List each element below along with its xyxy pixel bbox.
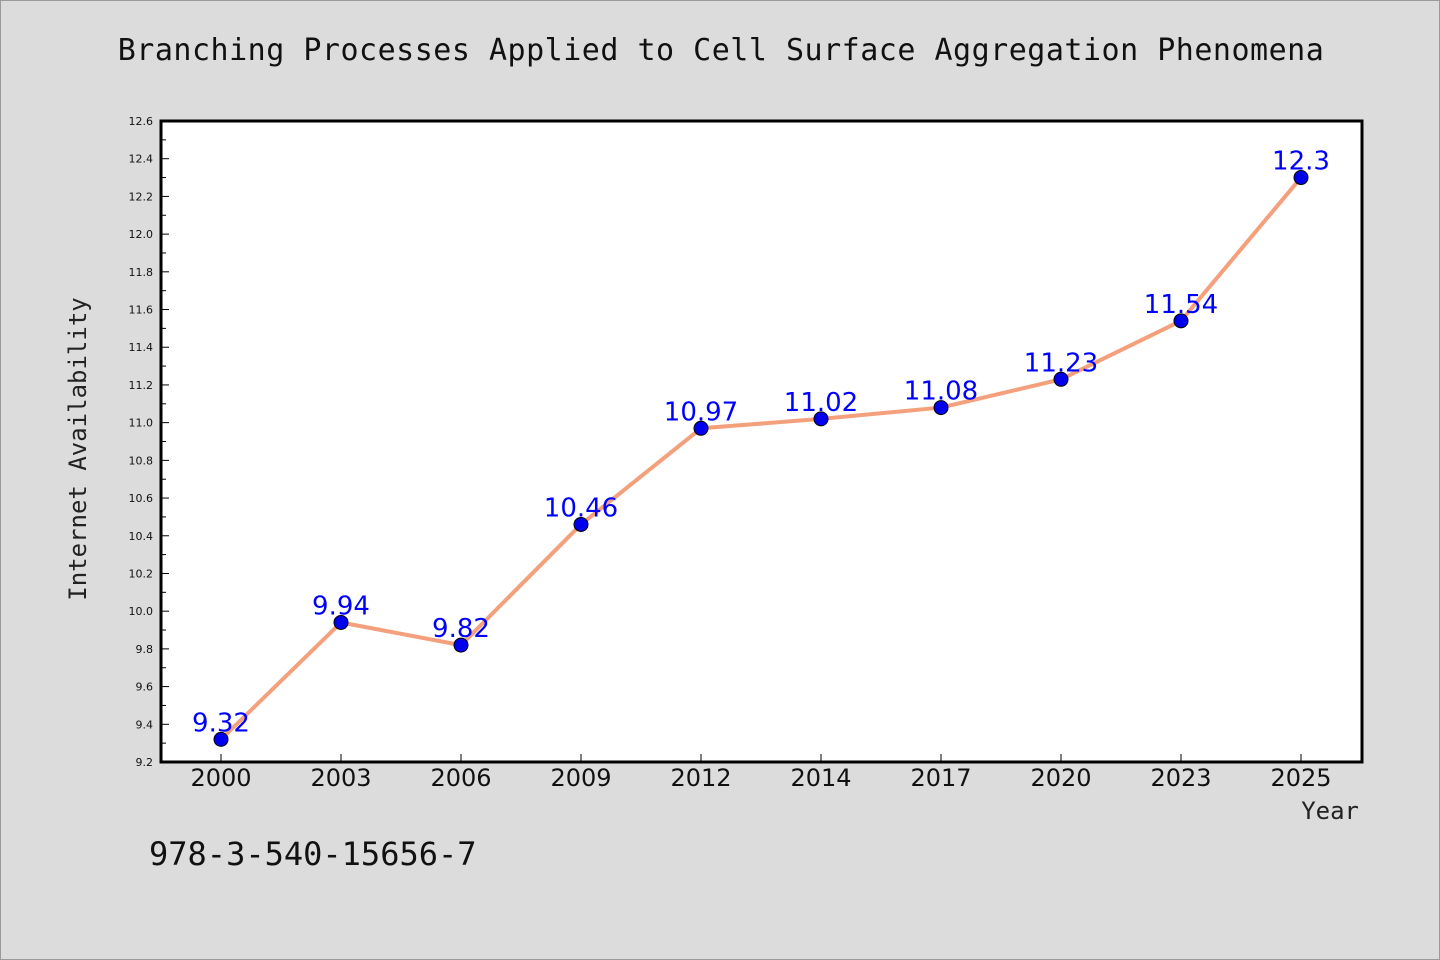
data-label-2006: 9.82 — [432, 614, 490, 644]
y-tick-label-15: 12.2 — [129, 190, 154, 203]
y-tick-label-1: 9.4 — [136, 718, 154, 731]
x-tick-label-9: 2025 — [1270, 764, 1331, 792]
data-label-2000: 9.32 — [192, 708, 250, 738]
data-label-2014: 11.02 — [784, 388, 858, 418]
x-tick-label-2: 2006 — [430, 764, 491, 792]
data-label-2009: 10.46 — [544, 493, 618, 523]
y-tick-label-16: 12.4 — [129, 153, 154, 166]
x-tick-label-8: 2023 — [1150, 764, 1211, 792]
y-tick-label-4: 10.0 — [129, 605, 154, 618]
y-tick-label-7: 10.6 — [129, 492, 154, 505]
y-tick-label-0: 9.2 — [136, 756, 154, 769]
data-label-2017: 11.08 — [904, 377, 978, 407]
y-tick-label-8: 10.8 — [129, 454, 154, 467]
x-axis-label: Year — [1301, 797, 1359, 825]
data-labels: 9.32 9.94 9.82 10.46 10.97 11.02 11.08 11.23 11.… — [192, 147, 1330, 739]
y-axis-label: Internet Availability — [64, 297, 92, 601]
x-tick-label-5: 2014 — [790, 764, 851, 792]
point-2009 — [573, 516, 589, 532]
x-tick-label-0: 2000 — [190, 764, 251, 792]
point-2014 — [813, 411, 829, 427]
point-2017 — [933, 400, 949, 416]
series-polyline — [219, 176, 1303, 741]
data-label-2023: 11.54 — [1144, 290, 1218, 320]
series-markers — [213, 170, 1309, 747]
point-2023 — [1173, 313, 1189, 329]
data-label-2012: 10.97 — [664, 397, 738, 427]
isbn-text: 978-3-540-15656-7 — [149, 835, 477, 873]
chart-title: Branching Processes Applied to Cell Surf… — [117, 33, 1325, 68]
x-axis: 2000 2003 2006 2009 2012 2014 2017 2020 2023 2025 — [190, 754, 1332, 792]
y-axis: 9.2 9.4 9.6 9.8 10.0 10.2 10.4 10.6 10.8 11.0 11.2… — [129, 115, 169, 769]
y-tick-label-6: 10.4 — [129, 530, 154, 543]
x-tick-label-7: 2020 — [1030, 764, 1091, 792]
point-2020 — [1053, 371, 1069, 387]
y-tick-label-9: 11.0 — [129, 417, 154, 430]
point-2000 — [213, 731, 229, 747]
y-tick-label-14: 12.0 — [129, 228, 154, 241]
y-tick-label-2: 9.6 — [136, 681, 154, 694]
y-tick-label-11: 11.4 — [129, 341, 154, 354]
y-tick-label-12: 11.6 — [129, 304, 154, 317]
x-tick-label-1: 2003 — [310, 764, 371, 792]
x-tick-label-4: 2012 — [670, 764, 731, 792]
x-tick-label-6: 2017 — [910, 764, 971, 792]
y-tick-label-13: 11.8 — [129, 266, 154, 279]
point-2006 — [453, 637, 469, 653]
plot-area — [159, 119, 1364, 764]
point-2003 — [333, 614, 349, 630]
y-tick-label-10: 11.2 — [129, 379, 154, 392]
x-tick-label-3: 2009 — [550, 764, 611, 792]
y-tick-label-3: 9.8 — [136, 643, 154, 656]
point-2025 — [1293, 170, 1309, 186]
data-label-2020: 11.23 — [1024, 348, 1098, 378]
y-tick-label-17: 12.6 — [129, 115, 154, 128]
point-2012 — [693, 420, 709, 436]
data-label-2025: 12.3 — [1272, 147, 1330, 177]
y-tick-label-5: 10.2 — [129, 567, 154, 580]
series-line — [219, 176, 1303, 741]
data-label-2003: 9.94 — [312, 591, 370, 621]
